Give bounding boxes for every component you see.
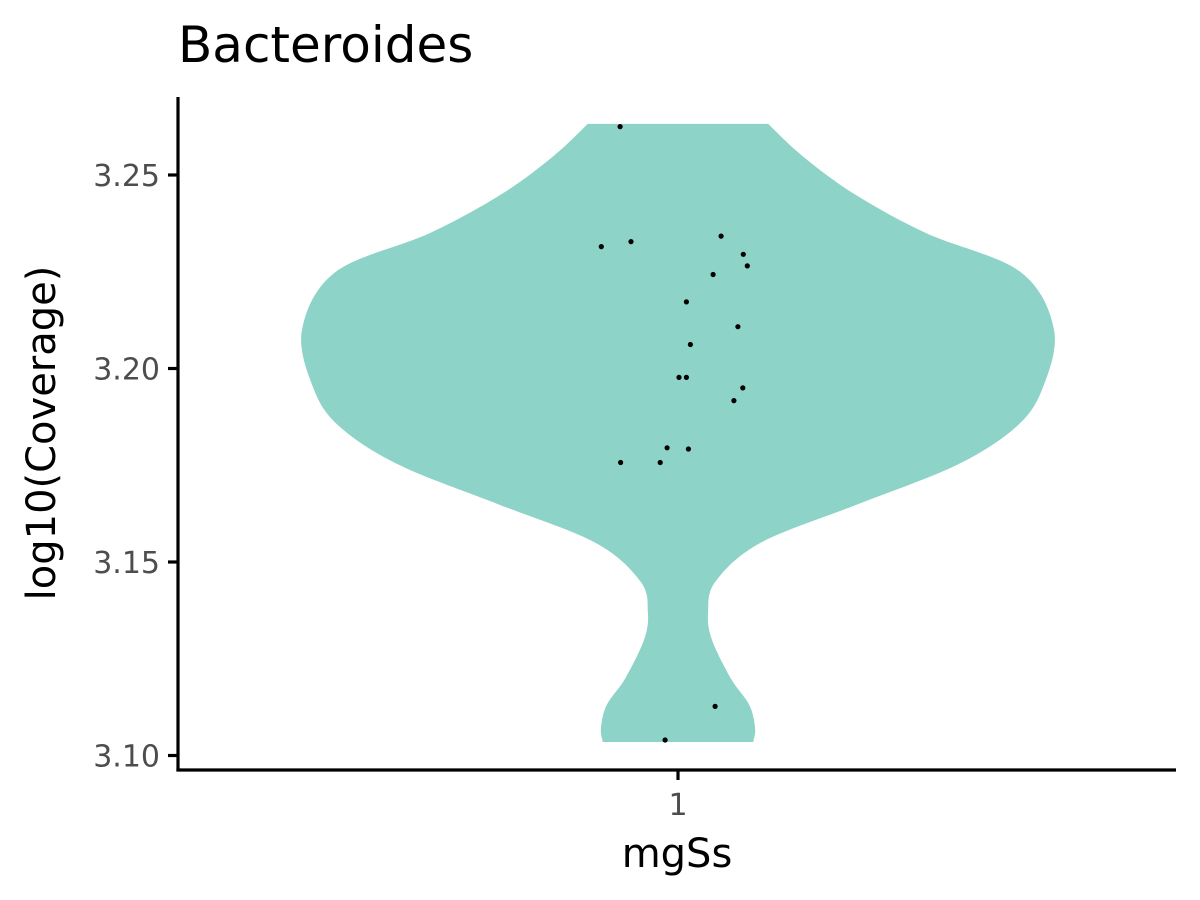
x-axis-title: mgSs (622, 831, 733, 877)
data-point (676, 374, 682, 380)
data-point (664, 445, 670, 451)
x-tick-label: 1 (668, 788, 687, 823)
data-point (744, 263, 750, 269)
data-point (683, 299, 690, 305)
data-point (718, 233, 724, 239)
data-point (731, 398, 737, 404)
y-axis-ticks: 3.10 3.15 3.20 3.25 (93, 159, 178, 775)
data-point (685, 446, 692, 452)
data-point (618, 459, 624, 466)
y-tick-label: 3.20 (93, 353, 160, 388)
violin-shape (301, 123, 1055, 742)
data-point (657, 459, 663, 466)
data-point (662, 737, 668, 743)
y-tick-label: 3.25 (93, 159, 160, 194)
data-point (740, 251, 746, 257)
points-layer (598, 124, 750, 743)
data-point (598, 244, 604, 250)
data-point (710, 271, 716, 278)
data-point (617, 124, 623, 130)
y-tick-label: 3.15 (93, 546, 160, 581)
y-axis-title: log10(Coverage) (19, 266, 65, 601)
data-point (687, 341, 694, 348)
y-tick-label: 3.10 (93, 740, 160, 775)
data-point (740, 385, 746, 391)
data-point (683, 374, 690, 380)
violin-layer (301, 123, 1055, 742)
x-axis-ticks: 1 (668, 770, 688, 823)
data-point (628, 239, 634, 245)
data-point (712, 703, 718, 710)
data-point (735, 324, 741, 330)
chart-title: Bacteroides (178, 16, 473, 74)
